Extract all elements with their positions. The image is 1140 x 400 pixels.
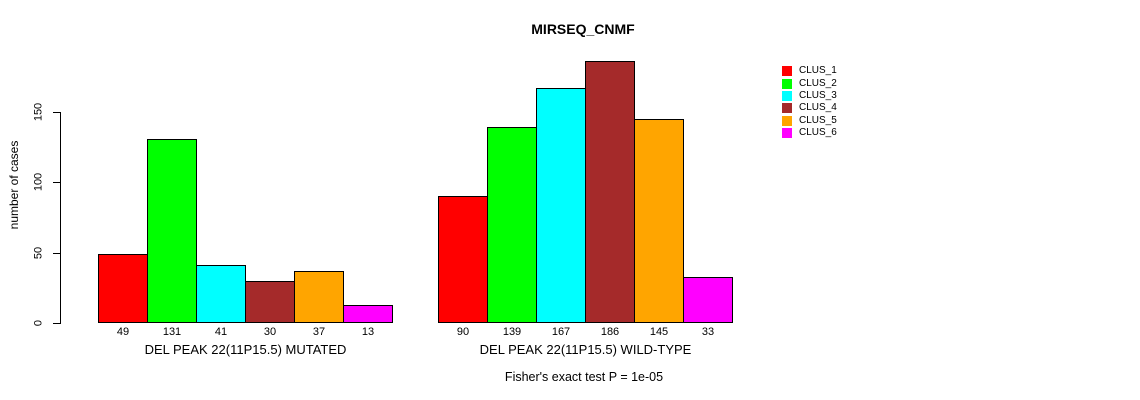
bar-clus-3-group1 — [196, 265, 246, 323]
legend-row: CLUS_5 — [782, 115, 837, 127]
bar-clus-4-group2 — [585, 61, 635, 323]
bar-clus-1-group2 — [438, 196, 488, 323]
bar-value-label: 49 — [116, 326, 130, 338]
bar-value-label: 33 — [701, 326, 715, 338]
group-label: DEL PEAK 22(11P15.5) MUTATED — [144, 342, 347, 357]
legend-swatch-icon — [782, 66, 792, 77]
bar-clus-6-group1 — [343, 305, 393, 323]
y-axis-line — [60, 112, 61, 324]
bar-value-label: 186 — [600, 326, 620, 338]
bar-value-label: 30 — [263, 326, 277, 338]
bar-clus-4-group1 — [245, 281, 295, 323]
y-tick — [53, 253, 61, 254]
bar-clus-2-group1 — [147, 139, 197, 323]
legend-row: CLUS_1 — [782, 65, 837, 77]
bar-clus-1-group1 — [98, 254, 148, 323]
legend: CLUS_1 CLUS_2 CLUS_3 CLUS_4 CLUS_5 CLUS_6 — [782, 65, 837, 139]
y-tick-label: 50 — [32, 246, 45, 260]
y-tick-label: 0 — [32, 319, 45, 327]
bar-value-label: 90 — [456, 326, 470, 338]
y-tick-label: 150 — [32, 102, 45, 122]
legend-swatch-icon — [782, 115, 792, 126]
legend-row: CLUS_3 — [782, 90, 837, 102]
legend-label: CLUS_4 — [799, 102, 837, 114]
bar-value-label: 37 — [312, 326, 326, 338]
bar-value-label: 13 — [361, 326, 375, 338]
legend-row: CLUS_2 — [782, 77, 837, 89]
y-axis-label: number of cases — [7, 140, 21, 230]
legend-label: CLUS_1 — [799, 65, 837, 77]
y-tick — [53, 182, 61, 183]
chart-title: MIRSEQ_CNMF — [531, 21, 635, 37]
legend-label: CLUS_2 — [799, 77, 837, 89]
legend-swatch-icon — [782, 78, 792, 89]
legend-swatch-icon — [782, 103, 792, 114]
legend-swatch-icon — [782, 90, 792, 101]
bar-clus-5-group2 — [634, 119, 684, 323]
bar-clus-6-group2 — [683, 277, 733, 323]
y-tick — [53, 112, 61, 113]
bar-value-label: 167 — [551, 326, 571, 338]
legend-label: CLUS_6 — [799, 127, 837, 139]
legend-label: CLUS_3 — [799, 89, 837, 101]
bar-value-label: 41 — [214, 326, 228, 338]
bar-value-label: 139 — [502, 326, 522, 338]
bar-clus-5-group1 — [294, 271, 344, 323]
bar-value-label: 145 — [649, 326, 669, 338]
bar-clus-3-group2 — [536, 88, 586, 323]
bar-clus-2-group2 — [487, 127, 537, 323]
legend-label: CLUS_5 — [799, 114, 837, 126]
legend-row: CLUS_4 — [782, 102, 837, 114]
y-tick — [53, 323, 61, 324]
footer-annotation: Fisher's exact test P = 1e-05 — [504, 370, 664, 384]
y-tick-label: 100 — [32, 172, 45, 192]
legend-swatch-icon — [782, 128, 792, 139]
bar-value-label: 131 — [162, 326, 182, 338]
group-label: DEL PEAK 22(11P15.5) WILD-TYPE — [479, 342, 692, 357]
legend-row: CLUS_6 — [782, 127, 837, 139]
